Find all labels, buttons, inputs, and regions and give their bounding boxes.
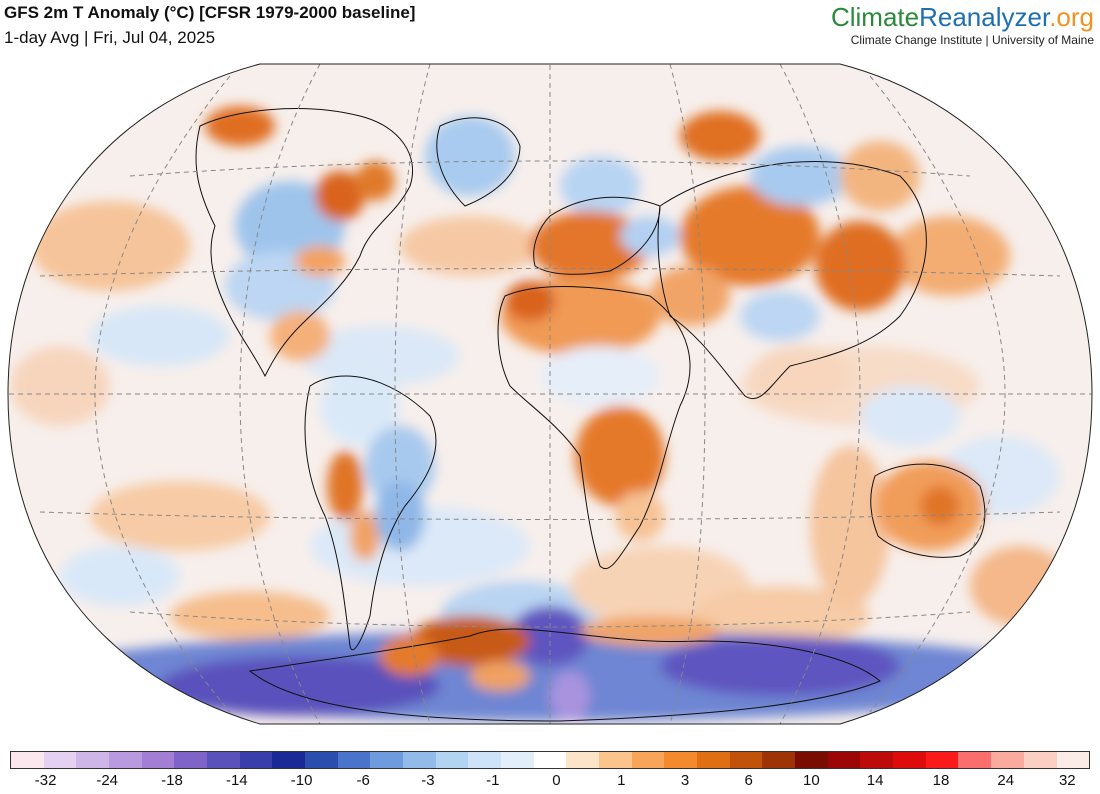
- coastlines: [195, 108, 986, 722]
- legend-swatch: [11, 752, 44, 768]
- legend-tick-label: -32: [34, 772, 57, 789]
- legend-swatch: [729, 752, 763, 768]
- brand-name-part1: Climate: [830, 2, 920, 32]
- legend-swatch: [337, 752, 371, 768]
- brand-tagline: Climate Change Institute | University of…: [850, 33, 1094, 47]
- brand-block[interactable]: ClimateReanalyzer.org Climate Change Ins…: [831, 2, 1094, 47]
- color-scale-bar: [10, 751, 1090, 769]
- anomaly-map-svg: [7, 63, 1093, 725]
- legend-swatch: [1056, 752, 1090, 768]
- legend-tick-label: 6: [744, 772, 753, 789]
- legend-swatch: [239, 752, 273, 768]
- legend-swatch: [141, 752, 175, 768]
- legend-swatch: [76, 752, 110, 768]
- legend-swatch: [370, 752, 404, 768]
- header: GFS 2m T Anomaly (°C) [CFSR 1979-2000 ba…: [0, 0, 1100, 56]
- map-subtitle: 1-day Avg | Fri, Jul 04, 2025: [4, 28, 216, 47]
- legend-swatch: [827, 752, 861, 768]
- anomaly-blobs: [10, 106, 1070, 721]
- legend-swatch: [762, 752, 796, 768]
- anomaly-map[interactable]: [0, 56, 1100, 732]
- legend-swatch: [207, 752, 240, 768]
- legend-swatch: [501, 752, 534, 768]
- legend-tick-label: 14: [866, 772, 884, 789]
- legend-swatch: [566, 752, 600, 768]
- legend-swatch: [174, 752, 208, 768]
- legend-tick-label: 10: [803, 772, 820, 789]
- legend-tick-label: -3: [421, 772, 435, 789]
- graticule: [8, 64, 1092, 724]
- brand-logo[interactable]: ClimateReanalyzer.org: [831, 2, 1094, 32]
- legend-tick-label: -18: [161, 772, 183, 789]
- legend-swatch: [43, 752, 77, 768]
- legend-tick-label: 18: [932, 772, 950, 789]
- legend-tick-label: 32: [1058, 772, 1076, 789]
- legend-swatch: [272, 752, 306, 768]
- legend-tick-label: -6: [356, 772, 370, 789]
- legend-swatch: [991, 752, 1024, 768]
- legend-swatch: [435, 752, 469, 768]
- legend-tick-label: -14: [225, 772, 248, 789]
- legend-tick-label: 24: [997, 772, 1015, 789]
- legend-swatch: [305, 752, 338, 768]
- legend-swatch: [893, 752, 926, 768]
- legend-tick-label: 1: [617, 772, 626, 789]
- legend-swatch: [697, 752, 730, 768]
- legend-tick-label: -10: [290, 772, 313, 789]
- legend-swatch: [468, 752, 502, 768]
- legend-swatch: [599, 752, 632, 768]
- legend-swatch: [958, 752, 992, 768]
- legend-swatch: [795, 752, 828, 768]
- legend-swatch: [533, 752, 567, 768]
- legend-tick-label: -1: [486, 772, 500, 789]
- legend-swatch: [403, 752, 436, 768]
- legend-tick-label: -24: [96, 772, 119, 789]
- map-title: GFS 2m T Anomaly (°C) [CFSR 1979-2000 ba…: [4, 3, 416, 22]
- legend-swatch: [109, 752, 142, 768]
- legend-swatch: [664, 752, 698, 768]
- legend-swatch: [631, 752, 665, 768]
- legend-tick-label: 3: [680, 772, 690, 789]
- legend-swatch: [1023, 752, 1057, 768]
- brand-name-part3: .org: [1049, 2, 1094, 32]
- globe-outline: [7, 63, 1093, 725]
- legend-tick-label: 0: [552, 772, 561, 789]
- legend-swatch: [860, 752, 894, 768]
- color-scale-labels: -32 -24 -18 -14 -10 -6 -3 -1 0 1 3 6 10 14 18 24 32: [10, 772, 1090, 792]
- legend-swatch: [925, 752, 959, 768]
- brand-name-part2: Reanalyzer: [919, 2, 1050, 32]
